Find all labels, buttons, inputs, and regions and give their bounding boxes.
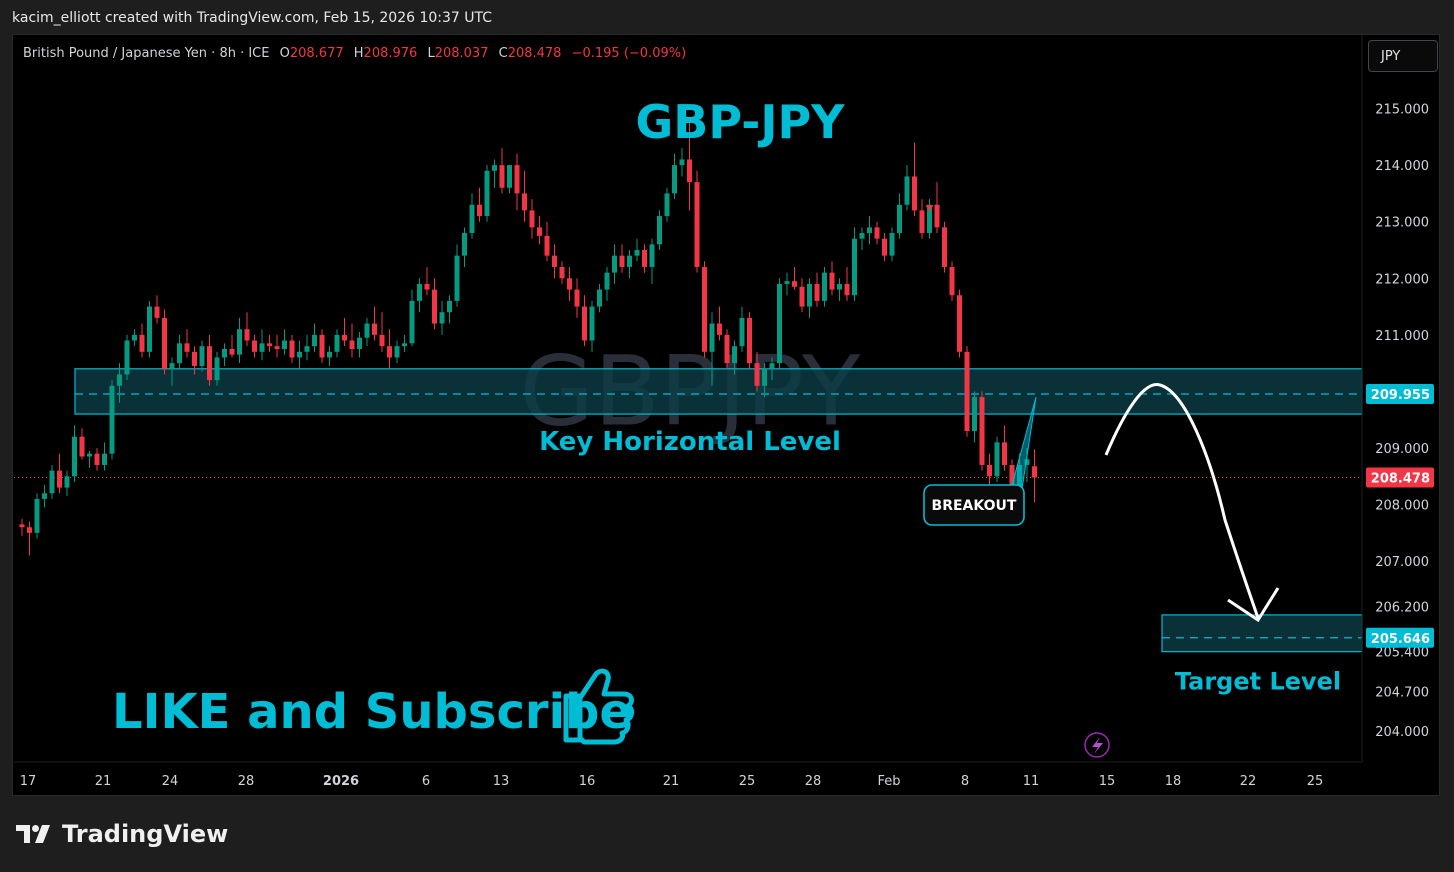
symbol-label: British Pound / Japanese Yen · 8h · ICE <box>23 46 270 61</box>
attribution-text: kacim_elliott created with TradingView.c… <box>12 10 493 26</box>
tradingview-logo-icon <box>16 825 50 843</box>
open-label: O <box>279 46 290 61</box>
ohlc-legend: British Pound / Japanese Yen · 8h · ICE … <box>23 46 686 61</box>
high-value: 208.976 <box>363 46 418 61</box>
close-label: C <box>498 46 508 61</box>
change-value: −0.195 (−0.09%) <box>571 46 687 61</box>
chart-area[interactable]: British Pound / Japanese Yen · 8h · ICE … <box>12 34 1440 796</box>
low-label: L <box>427 46 435 61</box>
currency-button[interactable]: JPY <box>1368 40 1438 72</box>
low-value: 208.037 <box>434 46 489 61</box>
close-value: 208.478 <box>507 46 562 61</box>
tradingview-wordmark: TradingView <box>62 820 229 848</box>
high-label: H <box>353 46 364 61</box>
tradingview-brand: TradingView <box>16 820 228 848</box>
open-value: 208.677 <box>289 46 344 61</box>
